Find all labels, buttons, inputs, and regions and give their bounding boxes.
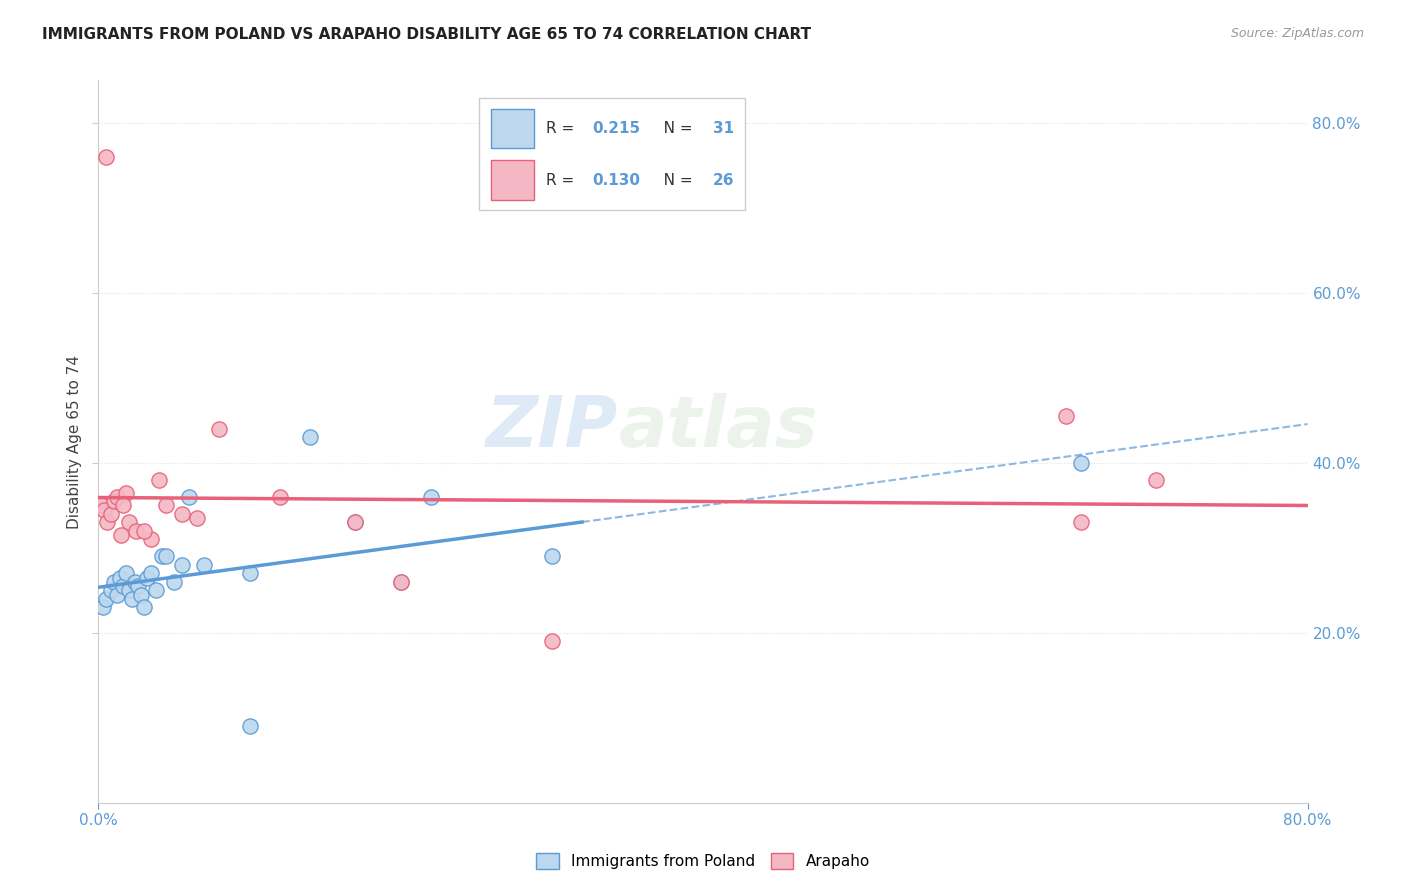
Point — [163, 574, 186, 589]
Point — [141, 566, 163, 581]
Text: N =: N = — [648, 172, 697, 187]
Point — [105, 490, 128, 504]
Point — [540, 549, 562, 564]
Text: atlas: atlas — [619, 392, 818, 461]
Point — [239, 566, 262, 581]
Point — [110, 528, 132, 542]
Text: 0.130: 0.130 — [592, 172, 640, 187]
Point — [170, 507, 193, 521]
Point — [148, 473, 170, 487]
Point — [94, 591, 117, 606]
Point — [91, 600, 114, 615]
FancyBboxPatch shape — [492, 109, 534, 148]
Point — [108, 570, 131, 584]
Text: N =: N = — [648, 121, 697, 136]
Point — [1146, 473, 1168, 487]
Point — [1070, 456, 1092, 470]
Point — [170, 558, 193, 572]
Point — [540, 634, 562, 648]
Text: 26: 26 — [713, 172, 734, 187]
Point — [420, 490, 443, 504]
Point — [121, 591, 143, 606]
Point — [179, 490, 201, 504]
Point — [93, 502, 115, 516]
Point — [1070, 516, 1092, 530]
Point — [94, 150, 117, 164]
Point — [135, 570, 157, 584]
Point — [114, 566, 136, 581]
Point — [111, 579, 134, 593]
Text: 0.215: 0.215 — [592, 121, 640, 136]
Point — [103, 574, 125, 589]
Text: R =: R = — [546, 121, 579, 136]
FancyBboxPatch shape — [492, 161, 534, 200]
Point — [1054, 409, 1077, 423]
Point — [299, 430, 322, 444]
Point — [100, 507, 122, 521]
Point — [145, 583, 167, 598]
Point — [105, 588, 128, 602]
Point — [100, 583, 122, 598]
Point — [269, 490, 291, 504]
Point — [389, 574, 412, 589]
Point — [208, 422, 231, 436]
Point — [239, 719, 262, 733]
Point — [193, 558, 215, 572]
FancyBboxPatch shape — [479, 98, 745, 211]
Point — [129, 588, 152, 602]
Point — [389, 574, 412, 589]
Point — [111, 498, 134, 512]
Text: ZIP: ZIP — [486, 392, 619, 461]
Point — [114, 485, 136, 500]
Text: 31: 31 — [713, 121, 734, 136]
Point — [155, 549, 177, 564]
Y-axis label: Disability Age 65 to 74: Disability Age 65 to 74 — [66, 354, 82, 529]
Point — [150, 549, 173, 564]
Point — [118, 583, 141, 598]
Point — [186, 511, 208, 525]
Legend: Immigrants from Poland, Arapaho: Immigrants from Poland, Arapaho — [530, 847, 876, 875]
Text: R =: R = — [546, 172, 579, 187]
Point — [127, 579, 149, 593]
Text: IMMIGRANTS FROM POLAND VS ARAPAHO DISABILITY AGE 65 TO 74 CORRELATION CHART: IMMIGRANTS FROM POLAND VS ARAPAHO DISABI… — [42, 27, 811, 42]
Text: Source: ZipAtlas.com: Source: ZipAtlas.com — [1230, 27, 1364, 40]
Point — [132, 524, 155, 538]
Point — [103, 494, 125, 508]
Point — [141, 533, 163, 547]
Point — [155, 498, 177, 512]
Point — [344, 516, 367, 530]
Point — [344, 516, 367, 530]
Point — [118, 516, 141, 530]
Point — [96, 516, 118, 530]
Point — [90, 498, 112, 512]
Point — [125, 524, 148, 538]
Point — [124, 574, 146, 589]
Point — [132, 600, 155, 615]
